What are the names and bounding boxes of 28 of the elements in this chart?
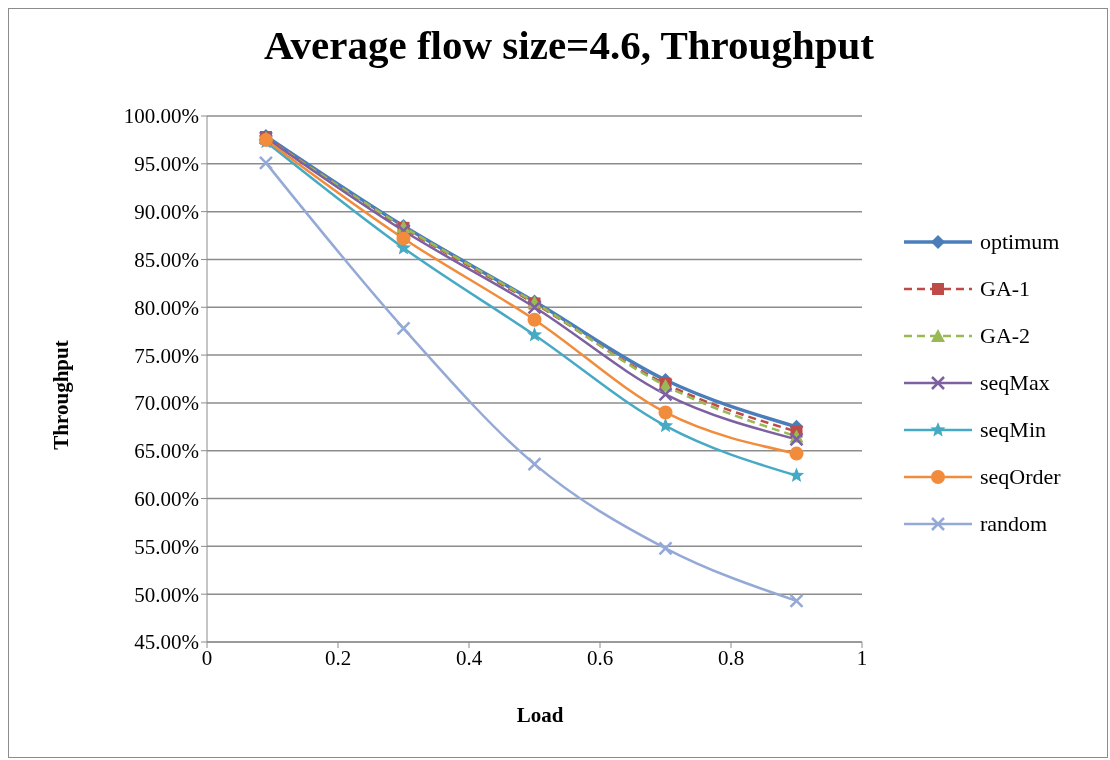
y-tick-label: 90.00%: [134, 200, 199, 225]
y-axis-title: Throughput: [48, 340, 74, 450]
y-tick-label: 65.00%: [134, 439, 199, 464]
legend-label: GA-2: [980, 323, 1031, 349]
x-tick-label: 0.2: [324, 645, 352, 670]
chart-title: Average flow size=4.6, Throughput: [263, 21, 875, 69]
y-tick-label: 60.00%: [134, 487, 199, 511]
legend-label: GA-1: [980, 276, 1031, 302]
legend-label: optimum: [980, 229, 1060, 255]
x-tick-label: 0.8: [717, 645, 745, 670]
y-tick-label: 80.00%: [134, 295, 199, 320]
y-tick-label: 100.00%: [123, 104, 199, 129]
x-tick-label: 0.4: [455, 645, 483, 670]
legend-label: seqOrder: [980, 464, 1061, 490]
y-tick-label: 45.00%: [134, 630, 199, 655]
legend-label: seqMin: [980, 417, 1046, 443]
y-tick-label: 85.00%: [134, 247, 199, 272]
y-tick-label: 70.00%: [134, 391, 199, 416]
legend-label: seqMax: [980, 370, 1050, 396]
x-tick-label: 1: [856, 645, 868, 670]
x-tick-label: 0: [201, 645, 213, 670]
y-tick-label: 75.00%: [134, 343, 199, 368]
y-tick-label: 50.00%: [134, 582, 199, 607]
legend-label: random: [980, 511, 1048, 537]
y-tick-label: 95.00%: [134, 152, 199, 177]
y-tick-label: 55.00%: [134, 534, 199, 559]
x-axis-title: Load: [516, 702, 564, 728]
x-tick-label: 0.6: [586, 645, 614, 670]
